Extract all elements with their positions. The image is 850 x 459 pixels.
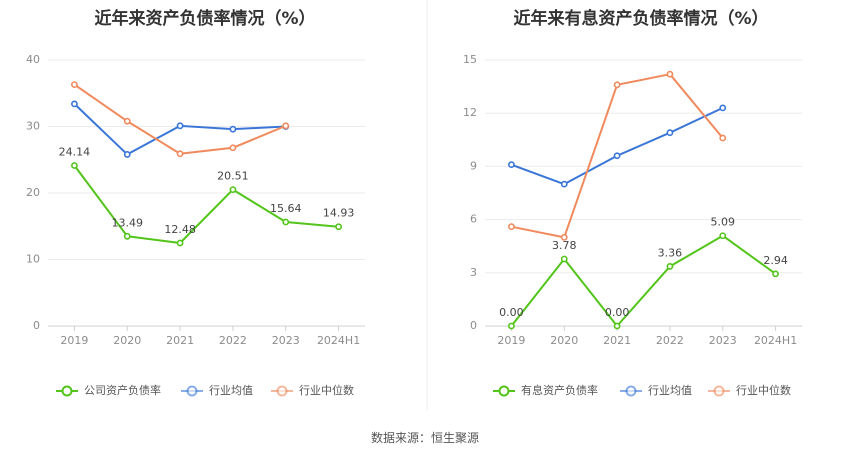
data-point[interactable] <box>508 161 515 169</box>
x-tick-label: 2023 <box>272 334 300 347</box>
data-label: 24.14 <box>59 145 91 158</box>
legend-swatch-marker <box>61 385 73 397</box>
data-label: 0.00 <box>499 306 524 319</box>
data-label: 3.78 <box>552 239 577 252</box>
data-point[interactable] <box>176 122 184 130</box>
y-tick-label: 10 <box>26 253 40 266</box>
x-tick-label: 2021 <box>603 334 631 347</box>
data-point[interactable] <box>560 180 568 188</box>
legend-label: 行业中位数 <box>736 383 791 397</box>
data-label: 0.00 <box>605 306 630 319</box>
x-tick-label: 2022 <box>219 334 247 347</box>
data-point[interactable] <box>335 223 342 231</box>
data-label: 12.48 <box>164 223 196 236</box>
x-tick-label: 2024H1 <box>317 334 360 347</box>
data-point[interactable] <box>613 322 621 330</box>
legend-swatch-marker <box>625 385 637 397</box>
legend-label: 行业均值 <box>648 384 692 397</box>
x-tick-label: 2024H1 <box>754 334 797 347</box>
data-point[interactable] <box>282 218 290 226</box>
data-point[interactable] <box>71 81 78 89</box>
y-tick-label: 0 <box>470 319 477 332</box>
data-point[interactable] <box>282 122 290 130</box>
data-label: 13.49 <box>112 216 144 229</box>
series-line-0 <box>73 164 339 245</box>
data-point[interactable] <box>229 186 237 194</box>
data-point[interactable] <box>71 100 78 108</box>
chart-debt-ratio: 近年来资产负债率情况（%） 0 10 20 30 40 2019 2020 2021 2022 20… <box>26 8 365 397</box>
data-label: 15.64 <box>270 202 302 215</box>
legend-swatch-marker <box>713 385 725 397</box>
y-tick-label: 6 <box>470 213 477 226</box>
legend-label: 行业均值 <box>209 384 253 397</box>
data-point[interactable] <box>229 144 237 152</box>
y-tick-label: 3 <box>470 266 477 279</box>
data-point[interactable] <box>123 232 131 240</box>
chart-interest-debt-ratio: 近年来有息资产负债率情况（%） 0 3 6 9 12 15 2019 2020 2021 2022 2… <box>463 8 802 397</box>
legend-swatch-marker <box>276 385 288 397</box>
data-point[interactable] <box>176 239 184 247</box>
y-tick-label: 15 <box>463 53 477 66</box>
data-source-note: 数据来源：恒生聚源 <box>370 431 479 445</box>
data-point[interactable] <box>508 223 515 231</box>
legend-item-1[interactable]: 行业均值 <box>620 384 692 397</box>
legend-swatch-marker <box>498 385 510 397</box>
chart-title: 近年来资产负债率情况（%） <box>94 8 315 29</box>
data-point[interactable] <box>666 129 674 137</box>
legend-item-0[interactable]: 公司资产负债率 <box>56 383 161 397</box>
y-tick-label: 40 <box>26 53 40 66</box>
data-label: 14.93 <box>323 207 355 220</box>
series-line-2 <box>73 83 287 155</box>
data-point[interactable] <box>719 232 727 240</box>
legend-label: 有息资产负债率 <box>521 383 598 397</box>
legend-item-2[interactable]: 行业中位数 <box>708 383 791 397</box>
data-label: 20.51 <box>217 170 249 183</box>
x-tick-label: 2023 <box>709 334 737 347</box>
data-point[interactable] <box>560 233 568 241</box>
data-point[interactable] <box>229 125 237 133</box>
data-point[interactable] <box>71 162 78 169</box>
x-tick-label: 2022 <box>656 334 684 347</box>
data-point[interactable] <box>176 150 184 158</box>
x-tick-label: 2020 <box>550 334 578 347</box>
data-point[interactable] <box>560 255 568 263</box>
legend-swatch-marker <box>186 385 198 397</box>
data-point[interactable] <box>123 151 131 158</box>
data-point[interactable] <box>123 117 131 125</box>
series-line-0 <box>510 234 777 327</box>
data-point[interactable] <box>613 152 621 160</box>
data-label: 5.09 <box>711 216 736 229</box>
y-tick-label: 12 <box>463 106 477 119</box>
legend-item-1[interactable]: 行业均值 <box>181 384 253 397</box>
x-tick-label: 2019 <box>60 334 88 347</box>
legend-item-2[interactable]: 行业中位数 <box>271 383 354 397</box>
x-tick-label: 2020 <box>113 334 141 347</box>
data-point[interactable] <box>613 81 621 89</box>
y-tick-label: 30 <box>26 120 40 133</box>
x-tick-label: 2019 <box>497 334 525 347</box>
legend-item-0[interactable]: 有息资产负债率 <box>493 383 598 397</box>
y-tick-label: 20 <box>26 186 40 199</box>
y-tick-label: 0 <box>33 319 40 332</box>
data-label: 2.94 <box>763 254 788 267</box>
data-point[interactable] <box>508 322 515 330</box>
data-point[interactable] <box>666 70 674 78</box>
legend-label: 公司资产负债率 <box>84 383 161 397</box>
data-point[interactable] <box>719 104 727 112</box>
data-point[interactable] <box>719 134 727 142</box>
series-line-1 <box>511 106 724 186</box>
x-tick-label: 2021 <box>166 334 194 347</box>
data-label: 3.36 <box>658 246 683 259</box>
chart-title: 近年来有息资产负债率情况（%） <box>513 8 768 29</box>
y-tick-label: 9 <box>470 159 477 172</box>
data-point[interactable] <box>772 270 779 278</box>
legend-label: 行业中位数 <box>299 383 354 397</box>
data-point[interactable] <box>666 263 674 270</box>
